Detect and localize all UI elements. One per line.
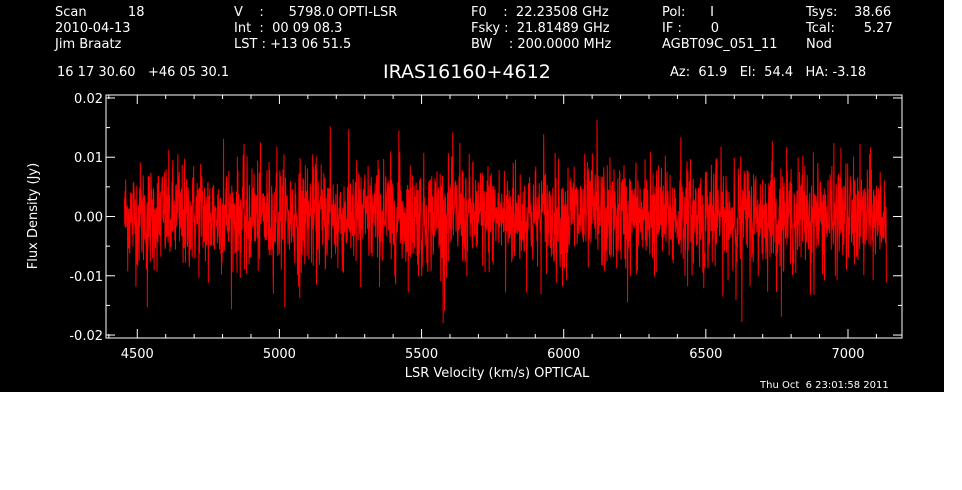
header-velocity: V : 5798.0 OPTI-LSR xyxy=(234,5,398,20)
x-tick-label: 6500 xyxy=(689,347,722,362)
header-az-el-ha: Az: 61.9 El: 54.4 HA: -3.18 xyxy=(670,65,867,80)
spectrum-trace xyxy=(123,119,887,324)
header-coordinates: 16 17 30.60 +46 05 30.1 xyxy=(57,65,230,80)
header-if: IF : 0 xyxy=(662,21,720,36)
header-tsys: Tsys: 38.66 xyxy=(806,5,892,20)
header-integration: Int : 00 09 08.3 xyxy=(234,21,343,36)
y-tick-label: 0.00 xyxy=(74,211,103,226)
header-pol: Pol: I xyxy=(662,5,714,20)
x-tick-label: 4500 xyxy=(121,347,154,362)
header-sky-freq: Fsky : 21.81489 GHz xyxy=(471,21,610,36)
x-tick-label: 7000 xyxy=(831,347,864,362)
header-procedure: Nod xyxy=(806,37,832,52)
axes-group: 4500 5000 5500 6000 6500 7000 -0.02 -0.01 0.00 0.… xyxy=(69,92,903,362)
header-bandwidth: BW : 200.0000 MHz xyxy=(471,37,612,52)
y-tick-label: 0.02 xyxy=(74,92,103,107)
y-axis-label: Flux Density (Jy) xyxy=(26,163,41,269)
x-tick-label: 5500 xyxy=(405,347,438,362)
header-rest-freq: F0 : 22.23508 GHz xyxy=(471,5,609,20)
header-tcal: Tcal: 5.27 xyxy=(806,21,893,36)
x-tick-label: 6000 xyxy=(547,347,580,362)
plot-timestamp: Thu Oct 6 23:01:58 2011 xyxy=(760,380,889,391)
y-tick-label: -0.01 xyxy=(69,270,103,285)
header-project: AGBT09C_051_11 xyxy=(662,37,778,52)
header-observer: Jim Braatz xyxy=(55,37,122,52)
x-tick-label: 5000 xyxy=(263,347,296,362)
y-tick-label: -0.02 xyxy=(69,329,103,344)
header-scan-line: Scan 18 xyxy=(55,5,145,20)
spectrum-trace-group xyxy=(123,119,887,324)
header-date: 2010-04-13 xyxy=(55,21,131,36)
header-lst: LST : +13 06 51.5 xyxy=(234,37,352,52)
y-tick-label: 0.01 xyxy=(74,151,103,166)
flux-density-plot: 4500 5000 5500 6000 6500 7000 -0.02 -0.01 0.00 0.… xyxy=(26,92,903,381)
chart-title: IRAS16160+4612 xyxy=(383,61,551,83)
x-axis-label: LSR Velocity (km/s) OPTICAL xyxy=(405,366,590,381)
